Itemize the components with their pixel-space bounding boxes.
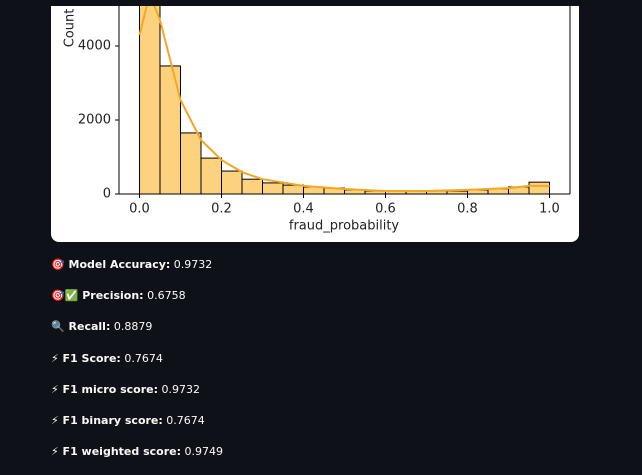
x-tick-label: 0.0 (129, 202, 150, 217)
histogram-bar (200, 157, 222, 194)
y-axis-label: Count (63, 9, 78, 48)
metric-label: ⚡ F1 Score: (51, 351, 121, 365)
metric-label: 🎯✅ Precision: (51, 289, 144, 303)
metric-row: ⚡ F1 weighted score: 0.9749 (51, 444, 223, 475)
metric-value: 0.7674 (166, 413, 205, 427)
metric-row: ⚡ F1 binary score: 0.7674 (51, 413, 223, 444)
x-axis-label: fraud_probability (289, 219, 400, 234)
x-tick-label: 0.2 (211, 202, 232, 217)
y-tick-label: 2000 (78, 112, 111, 127)
metric-value: 0.8879 (113, 320, 153, 334)
x-tick-label: 0.4 (293, 202, 314, 217)
histogram-bar (241, 178, 263, 194)
plot-area (138, 6, 550, 194)
metric-label: ⚡ F1 weighted score: (51, 445, 181, 459)
metric-row: ⚡ F1 micro score: 0.9732 (51, 382, 223, 413)
metrics-list: 🎯 Model Accuracy: 0.9732 🎯✅ Precision: 0.… (51, 257, 223, 475)
histogram-bar (221, 170, 243, 194)
y-tick-label: 4000 (78, 38, 111, 53)
metric-value: 0.9749 (184, 445, 223, 459)
x-tick-label: 1.0 (539, 202, 560, 217)
y-tick-label: 0 (103, 187, 111, 202)
metric-row: 🎯✅ Precision: 0.6758 (51, 288, 223, 319)
histogram-bar (262, 182, 284, 194)
histogram-bar (139, 6, 161, 194)
metric-label: ⚡ F1 binary score: (51, 413, 163, 427)
metric-value: 0.9732 (161, 382, 201, 396)
histogram-bar (180, 132, 202, 194)
metric-row: ⚡ F1 Score: 0.7674 (51, 351, 223, 382)
metric-label: 🔍 Recall: (51, 320, 111, 334)
metric-value: 0.7674 (124, 351, 163, 365)
x-tick-label: 0.6 (375, 202, 396, 217)
x-tick-label: 0.8 (457, 202, 478, 217)
metric-label: 🎯 Model Accuracy: (51, 258, 171, 271)
histogram-bar (528, 181, 550, 194)
metric-value: 0.6758 (147, 289, 186, 303)
chart-card: Count fraud_probability 0 2000 4000 0.0 0.2 0… (51, 6, 579, 242)
metric-value: 0.9732 (173, 258, 213, 271)
metric-row: 🔍 Recall: 0.8879 (51, 319, 223, 350)
metric-row: 🎯 Model Accuracy: 0.9732 (51, 257, 223, 288)
histogram-bar (282, 184, 304, 194)
chart: Count fraud_probability 0 2000 4000 0.0 0.2 0… (63, 6, 571, 234)
kde-line (138, 6, 550, 193)
metric-label: ⚡ F1 micro score: (51, 382, 159, 396)
